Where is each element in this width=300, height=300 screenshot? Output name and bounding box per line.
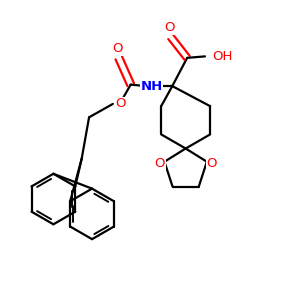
Text: O: O [164,21,175,34]
Text: O: O [115,98,126,110]
Text: OH: OH [212,50,233,63]
Text: O: O [206,157,217,170]
Text: O: O [112,42,123,55]
Text: NH: NH [140,80,163,93]
Text: O: O [154,157,165,170]
